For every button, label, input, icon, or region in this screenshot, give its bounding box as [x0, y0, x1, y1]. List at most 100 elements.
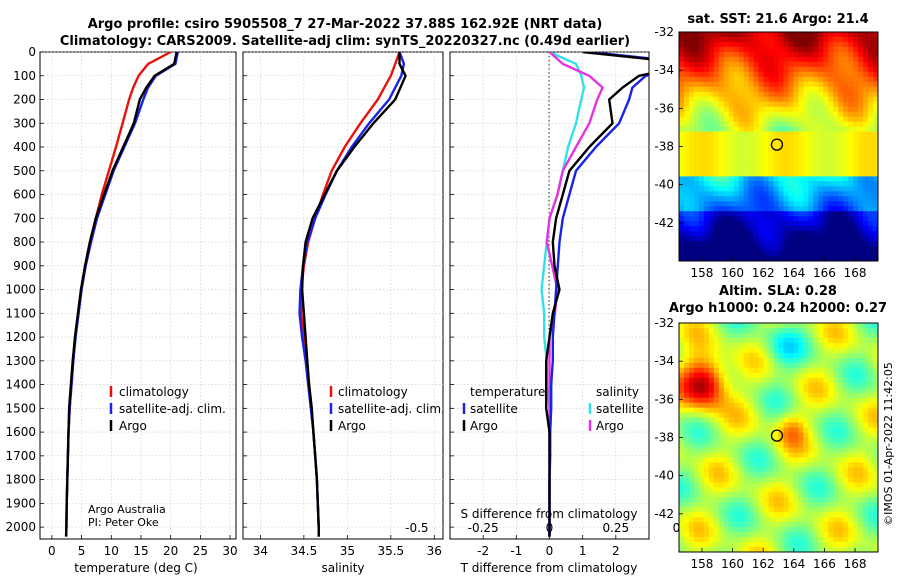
map-cell [758, 517, 764, 523]
map-cell [838, 532, 844, 538]
difference-panel: -2 -1 0 1 2 T difference from climatology S … [405, 51, 692, 575]
map-cell [788, 151, 794, 157]
y-tick-label: 1900 [5, 496, 36, 510]
map-cell [758, 226, 764, 232]
map-cell [753, 36, 760, 43]
map-cell [693, 432, 700, 438]
map-cell [738, 81, 745, 88]
map-cell [818, 236, 824, 242]
map-cell [833, 422, 839, 428]
map-cell [783, 131, 789, 137]
map-cell [848, 402, 854, 409]
map-cell [703, 81, 710, 88]
map-cell [833, 201, 839, 207]
map-cell [813, 141, 819, 147]
map-cell [793, 131, 799, 137]
map-cell [683, 382, 690, 389]
salinity-legend: climatology satellite-adj. clim. Argo [329, 385, 445, 433]
map-cell [768, 397, 774, 404]
map-cell [838, 71, 844, 78]
map-cell [728, 432, 735, 438]
map-cell [718, 186, 725, 192]
map-cell [843, 41, 849, 48]
map-cell [708, 387, 715, 394]
map-cell [813, 161, 819, 167]
map-cell [733, 91, 740, 98]
map-cell [718, 36, 725, 43]
map-cell [783, 176, 789, 182]
map-cell [858, 342, 864, 349]
map-cell [833, 507, 839, 513]
map-cell [848, 256, 854, 261]
map-cell [743, 482, 750, 488]
map-cell [843, 156, 849, 162]
map-cell [808, 342, 814, 349]
map-cell [803, 181, 809, 187]
map-cell [868, 342, 874, 349]
map-cell [858, 497, 864, 503]
map-cell [683, 36, 690, 43]
map-cell [748, 367, 755, 374]
map-cell [798, 347, 804, 354]
map-cell [698, 51, 705, 58]
map-cell [728, 146, 735, 152]
map-cell [679, 422, 685, 428]
s-tick-label: 0.25 [602, 521, 629, 535]
map-cell [793, 106, 799, 113]
map-cell [693, 427, 700, 433]
map-cell [773, 547, 779, 552]
map-cell [828, 216, 834, 222]
map-cell [713, 46, 720, 53]
map-cell [738, 367, 745, 374]
map-cell [783, 412, 789, 418]
map-cell [828, 156, 834, 162]
map-cell [803, 86, 809, 93]
map-cell [863, 422, 869, 428]
map-cell [693, 412, 700, 418]
map-cell [773, 96, 779, 103]
map-cell [843, 337, 849, 344]
map-cell [808, 482, 814, 488]
map-cell [748, 447, 755, 453]
map-cell [758, 547, 764, 552]
map-cell [693, 211, 700, 217]
map-cell [778, 352, 784, 359]
map-cell [813, 221, 819, 227]
map-cell [803, 332, 809, 339]
map-cell [683, 186, 690, 192]
map-cell [838, 156, 844, 162]
map-cell [708, 442, 715, 448]
map-cell [723, 482, 730, 488]
map-cell [868, 226, 874, 232]
map-cell [733, 41, 740, 48]
map-cell [843, 231, 849, 237]
map-cell [679, 472, 685, 478]
y-tick-label: -38 [654, 431, 674, 445]
map-cell [713, 462, 720, 468]
map-cell [798, 472, 804, 478]
map-cell [738, 417, 745, 423]
map-cell [838, 231, 844, 237]
map-cell [813, 71, 819, 78]
map-cell [873, 507, 878, 513]
map-cell [748, 126, 755, 132]
map-cell [778, 41, 784, 48]
map-cell [743, 206, 750, 212]
x-tick-label: 5 [78, 544, 86, 558]
map-cell [843, 51, 849, 58]
map-cell [863, 231, 869, 237]
map-cell [833, 116, 839, 123]
map-cell [748, 472, 755, 478]
map-cell [838, 323, 844, 329]
map-cell [693, 66, 700, 73]
map-cell [743, 497, 750, 503]
map-cell [748, 256, 755, 261]
map-cell [803, 427, 809, 433]
map-cell [693, 116, 700, 123]
map-cell [778, 412, 784, 418]
map-cell [683, 231, 690, 237]
map-cell [723, 492, 730, 498]
map-cell [679, 126, 685, 132]
map-cell [803, 201, 809, 207]
map-cell [813, 342, 819, 349]
